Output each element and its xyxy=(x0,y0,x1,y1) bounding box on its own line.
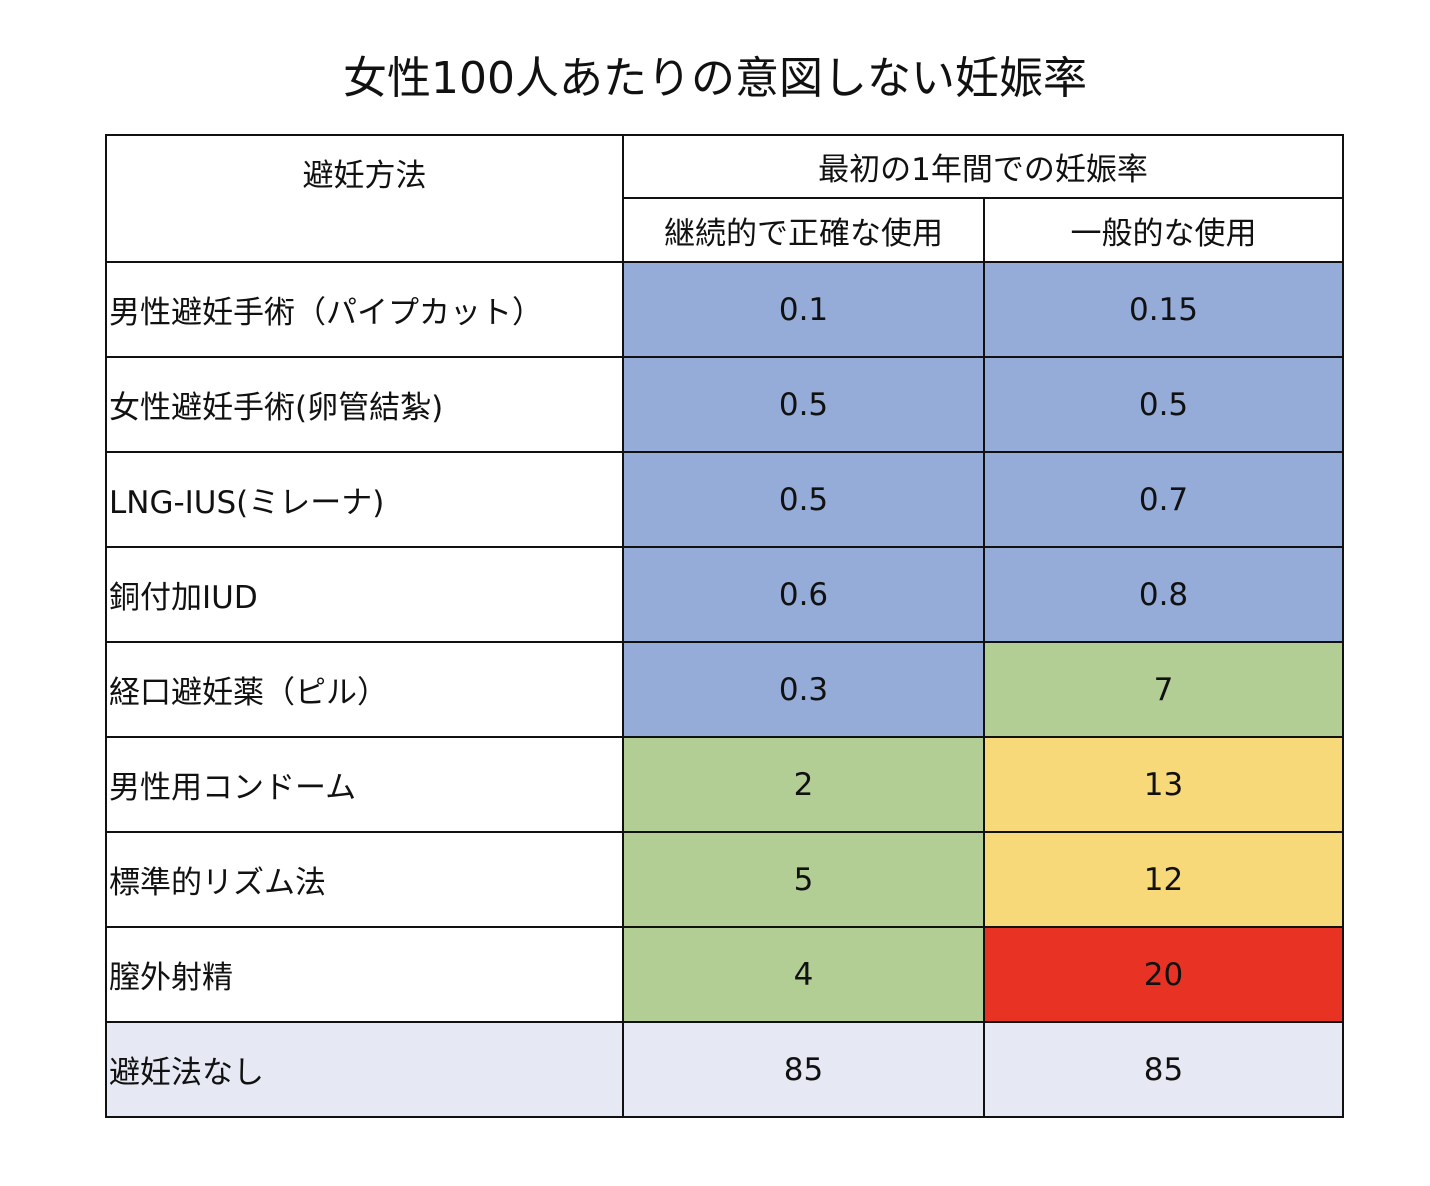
table-row: 男性用コンドーム 2 13 xyxy=(105,736,1345,833)
chart-title: 女性100人あたりの意図しない妊娠率 xyxy=(343,53,1087,104)
table-row: 膣外射精 4 20 xyxy=(105,926,1345,1023)
table-row: LNG-IUS(ミレーナ) 0.5 0.7 xyxy=(105,451,1345,548)
method-label: 女性避妊手術(卵管結紮) xyxy=(105,356,624,453)
method-label: 銅付加IUD xyxy=(105,546,624,643)
method-label: 避妊法なし xyxy=(105,1021,624,1118)
table-row: 女性避妊手術(卵管結紮) 0.5 0.5 xyxy=(105,356,1345,453)
header-typical-use: 一般的な使用 xyxy=(982,197,1345,263)
typical-use-rate-cell: 0.7 xyxy=(982,451,1345,548)
header-group: 最初の1年間での妊娠率 xyxy=(621,134,1345,199)
method-label: 男性用コンドーム xyxy=(105,736,624,833)
perfect-use-rate-cell: 2 xyxy=(622,736,985,833)
typical-use-rate-cell: 12 xyxy=(982,831,1345,928)
perfect-use-rate-cell: 0.6 xyxy=(622,546,985,643)
typical-use-rate-cell: 20 xyxy=(982,926,1345,1023)
table-row: 避妊法なし 85 85 xyxy=(105,1021,1345,1118)
method-label: 経口避妊薬（ピル） xyxy=(105,641,624,738)
method-label: 標準的リズム法 xyxy=(105,831,624,928)
perfect-use-rate-cell: 0.3 xyxy=(622,641,985,738)
perfect-use-rate-cell: 0.5 xyxy=(622,451,985,548)
perfect-use-rate-cell: 4 xyxy=(622,926,985,1023)
typical-use-rate-cell: 85 xyxy=(982,1021,1345,1118)
typical-use-rate-cell: 7 xyxy=(982,641,1345,738)
header-perfect-use: 継続的で正確な使用 xyxy=(622,197,985,263)
table-row: 経口避妊薬（ピル） 0.3 7 xyxy=(105,641,1345,738)
perfect-use-rate-cell: 0.1 xyxy=(622,261,985,358)
typical-use-rate-cell: 13 xyxy=(982,736,1345,833)
pregnancy-rate-table: 避妊方法 最初の1年間での妊娠率 継続的で正確な使用 一般的な使用 男性避妊手術… xyxy=(105,134,1345,1118)
typical-use-rate-cell: 0.5 xyxy=(982,356,1345,453)
perfect-use-rate-cell: 85 xyxy=(622,1021,985,1118)
typical-use-rate-cell: 0.8 xyxy=(982,546,1345,643)
method-label: 男性避妊手術（パイプカット） xyxy=(105,261,624,358)
table-row: 標準的リズム法 5 12 xyxy=(105,831,1345,928)
typical-use-rate-cell: 0.15 xyxy=(982,261,1345,358)
perfect-use-rate-cell: 0.5 xyxy=(622,356,985,453)
table-row: 銅付加IUD 0.6 0.8 xyxy=(105,546,1345,643)
header-method: 避妊方法 xyxy=(105,134,624,263)
method-label: 膣外射精 xyxy=(105,926,624,1023)
method-label: LNG-IUS(ミレーナ) xyxy=(105,451,624,548)
table-row: 男性避妊手術（パイプカット） 0.1 0.15 xyxy=(105,261,1345,358)
perfect-use-rate-cell: 5 xyxy=(622,831,985,928)
